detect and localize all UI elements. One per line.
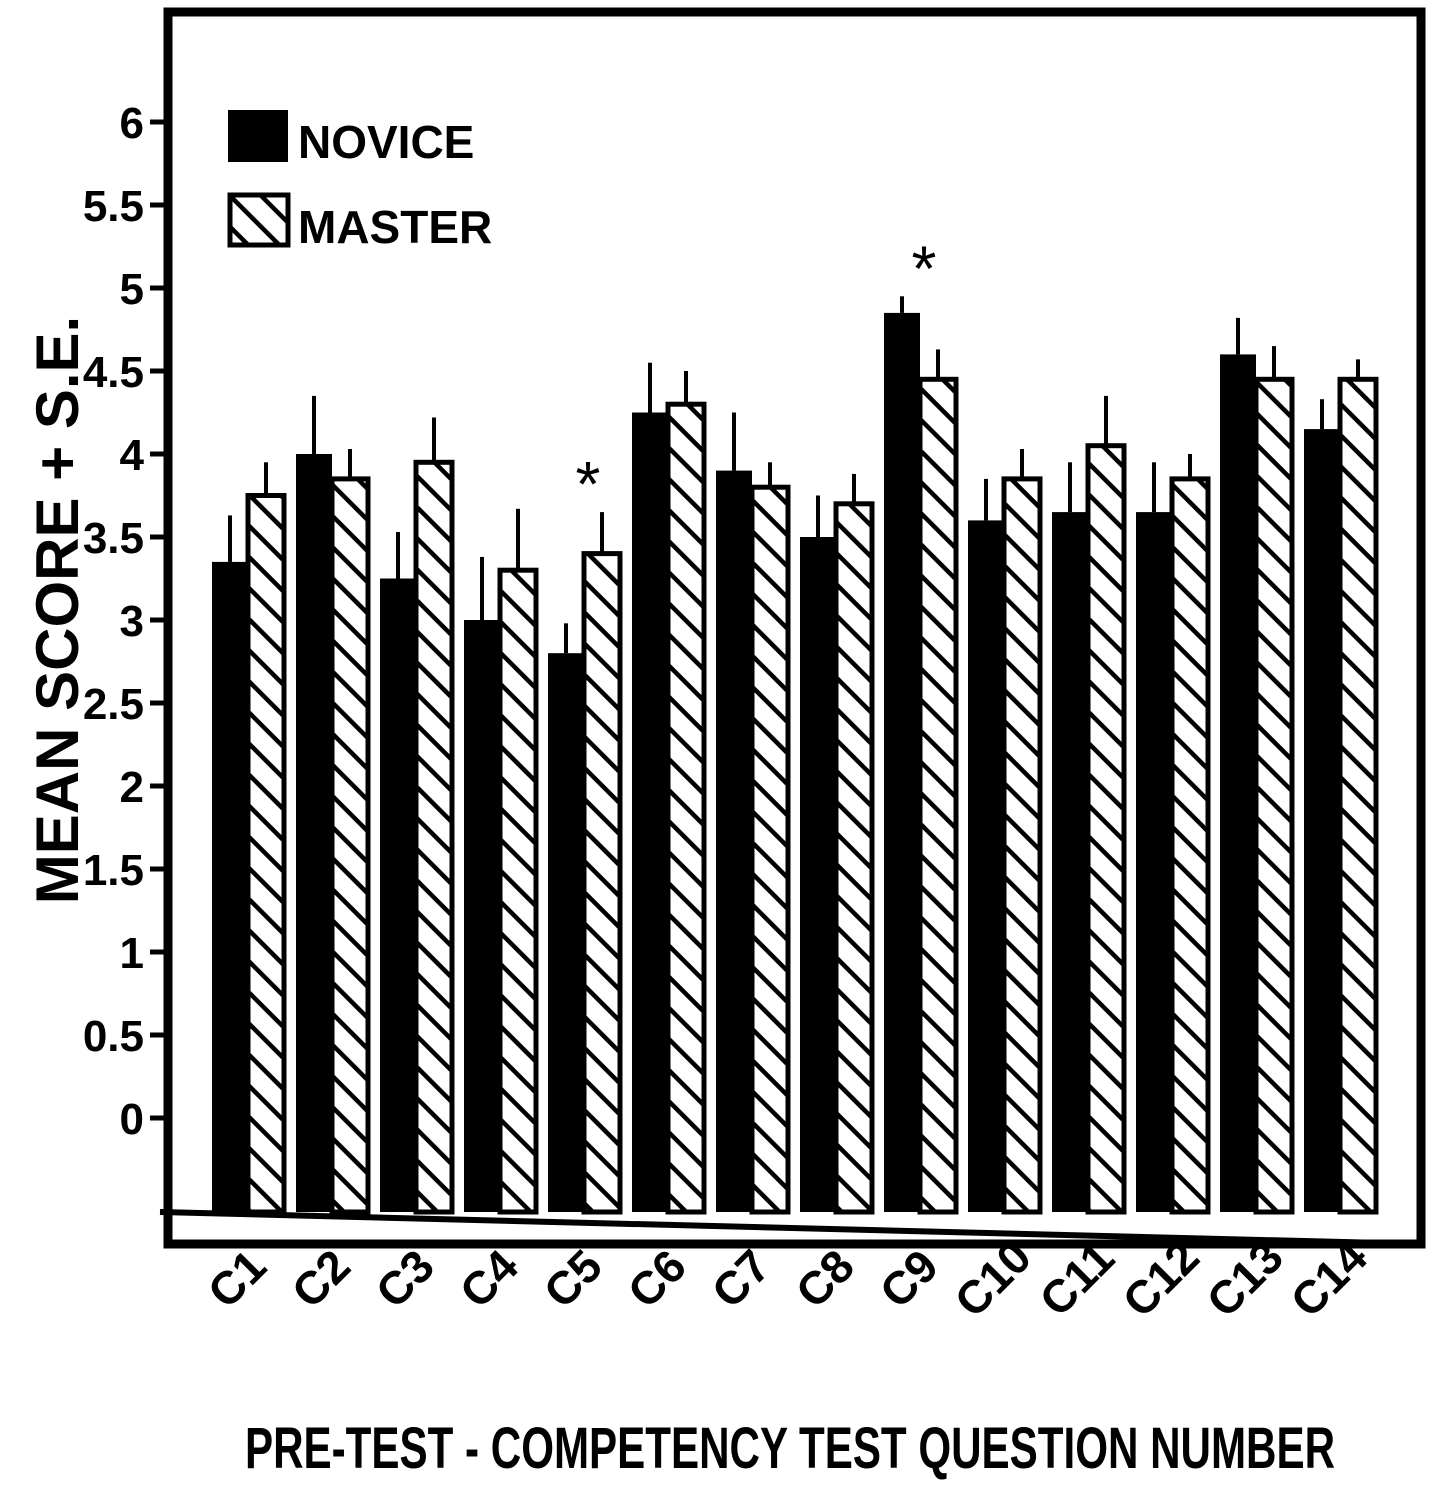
bar-master-c8 bbox=[833, 501, 875, 1215]
bar-master-c4 bbox=[497, 567, 539, 1215]
bar-master-c7 bbox=[749, 484, 791, 1215]
bar-master-c1 bbox=[245, 493, 287, 1215]
bar-novice-c5 bbox=[548, 653, 584, 1212]
bar-novice-c12 bbox=[1136, 512, 1172, 1212]
legend-label-master: MASTER bbox=[298, 201, 492, 253]
bar-novice-c3 bbox=[380, 578, 416, 1212]
x-tick-label-c6: C6 bbox=[618, 1240, 696, 1318]
bar-novice-c1 bbox=[212, 561, 248, 1212]
y-tick-label: 5 bbox=[120, 265, 144, 314]
bar-novice-c13 bbox=[1220, 354, 1256, 1212]
significance-star-c5: * bbox=[576, 448, 601, 520]
bar-master-c10 bbox=[1001, 476, 1043, 1215]
y-tick-label: 3 bbox=[120, 597, 144, 646]
y-tick-label: 2.5 bbox=[83, 680, 144, 729]
bar-master-c3 bbox=[413, 459, 455, 1215]
x-tick-label-c2: C2 bbox=[282, 1240, 360, 1318]
y-tick-label: 5.5 bbox=[83, 182, 144, 231]
bar-master-c11 bbox=[1085, 443, 1127, 1215]
y-tick-label: 1 bbox=[120, 929, 144, 978]
bar-novice-c2 bbox=[296, 454, 332, 1212]
y-tick-label: 6 bbox=[120, 99, 144, 148]
significance-star-c9: * bbox=[912, 232, 937, 304]
y-tick-label: 0.5 bbox=[83, 1012, 144, 1061]
x-axis-line bbox=[159, 1209, 1422, 1247]
legend-label-novice: NOVICE bbox=[298, 116, 474, 168]
bar-novice-c6 bbox=[632, 412, 668, 1212]
bar-master-c2 bbox=[329, 476, 371, 1215]
x-tick-label-c9: C9 bbox=[870, 1240, 948, 1318]
bar-novice-c10 bbox=[968, 520, 1004, 1212]
bar-novice-c7 bbox=[716, 470, 752, 1213]
y-axis-ticks: 0 0.5 1 1.5 2 2.5 3 3.5 4 4.5 5 5.5 6 bbox=[83, 99, 170, 1144]
bar-novice-c9 bbox=[884, 312, 920, 1212]
x-tick-label-c3: C3 bbox=[366, 1240, 444, 1318]
bar-master-c9 bbox=[917, 376, 959, 1215]
y-tick-label: 1.5 bbox=[83, 846, 144, 895]
legend-swatch-master bbox=[227, 192, 291, 248]
bars bbox=[159, 296, 1422, 1247]
bar-master-c13 bbox=[1253, 376, 1295, 1215]
bar-master-c14 bbox=[1337, 376, 1379, 1215]
bar-novice-c4 bbox=[464, 620, 500, 1212]
x-tick-label-c8: C8 bbox=[786, 1240, 864, 1318]
bar-master-c12 bbox=[1169, 476, 1211, 1215]
bar-novice-c11 bbox=[1052, 512, 1088, 1212]
bar-novice-c14 bbox=[1304, 429, 1340, 1213]
significance-markers: ** bbox=[576, 232, 937, 520]
bar-novice-c8 bbox=[800, 537, 836, 1212]
y-axis-title: MEAN SCORE + S.E. bbox=[24, 316, 91, 904]
legend: NOVICE MASTER bbox=[227, 110, 492, 253]
y-tick-label: 4 bbox=[120, 431, 145, 480]
x-tick-label-c7: C7 bbox=[702, 1240, 780, 1318]
bar-master-c5 bbox=[581, 551, 623, 1215]
y-tick-label: 3.5 bbox=[83, 514, 144, 563]
x-axis-title: PRE-TEST - COMPETENCY TEST QUESTION NUMB… bbox=[245, 1416, 1335, 1481]
y-tick-label: 0 bbox=[120, 1095, 144, 1144]
y-tick-label: 2 bbox=[120, 763, 144, 812]
x-tick-label-c1: C1 bbox=[198, 1240, 276, 1318]
bar-master-c6 bbox=[665, 401, 707, 1215]
x-tick-label-c5: C5 bbox=[534, 1240, 612, 1318]
x-tick-label-c4: C4 bbox=[450, 1239, 529, 1318]
legend-swatch-novice bbox=[228, 110, 288, 162]
y-tick-label: 4.5 bbox=[83, 348, 144, 397]
